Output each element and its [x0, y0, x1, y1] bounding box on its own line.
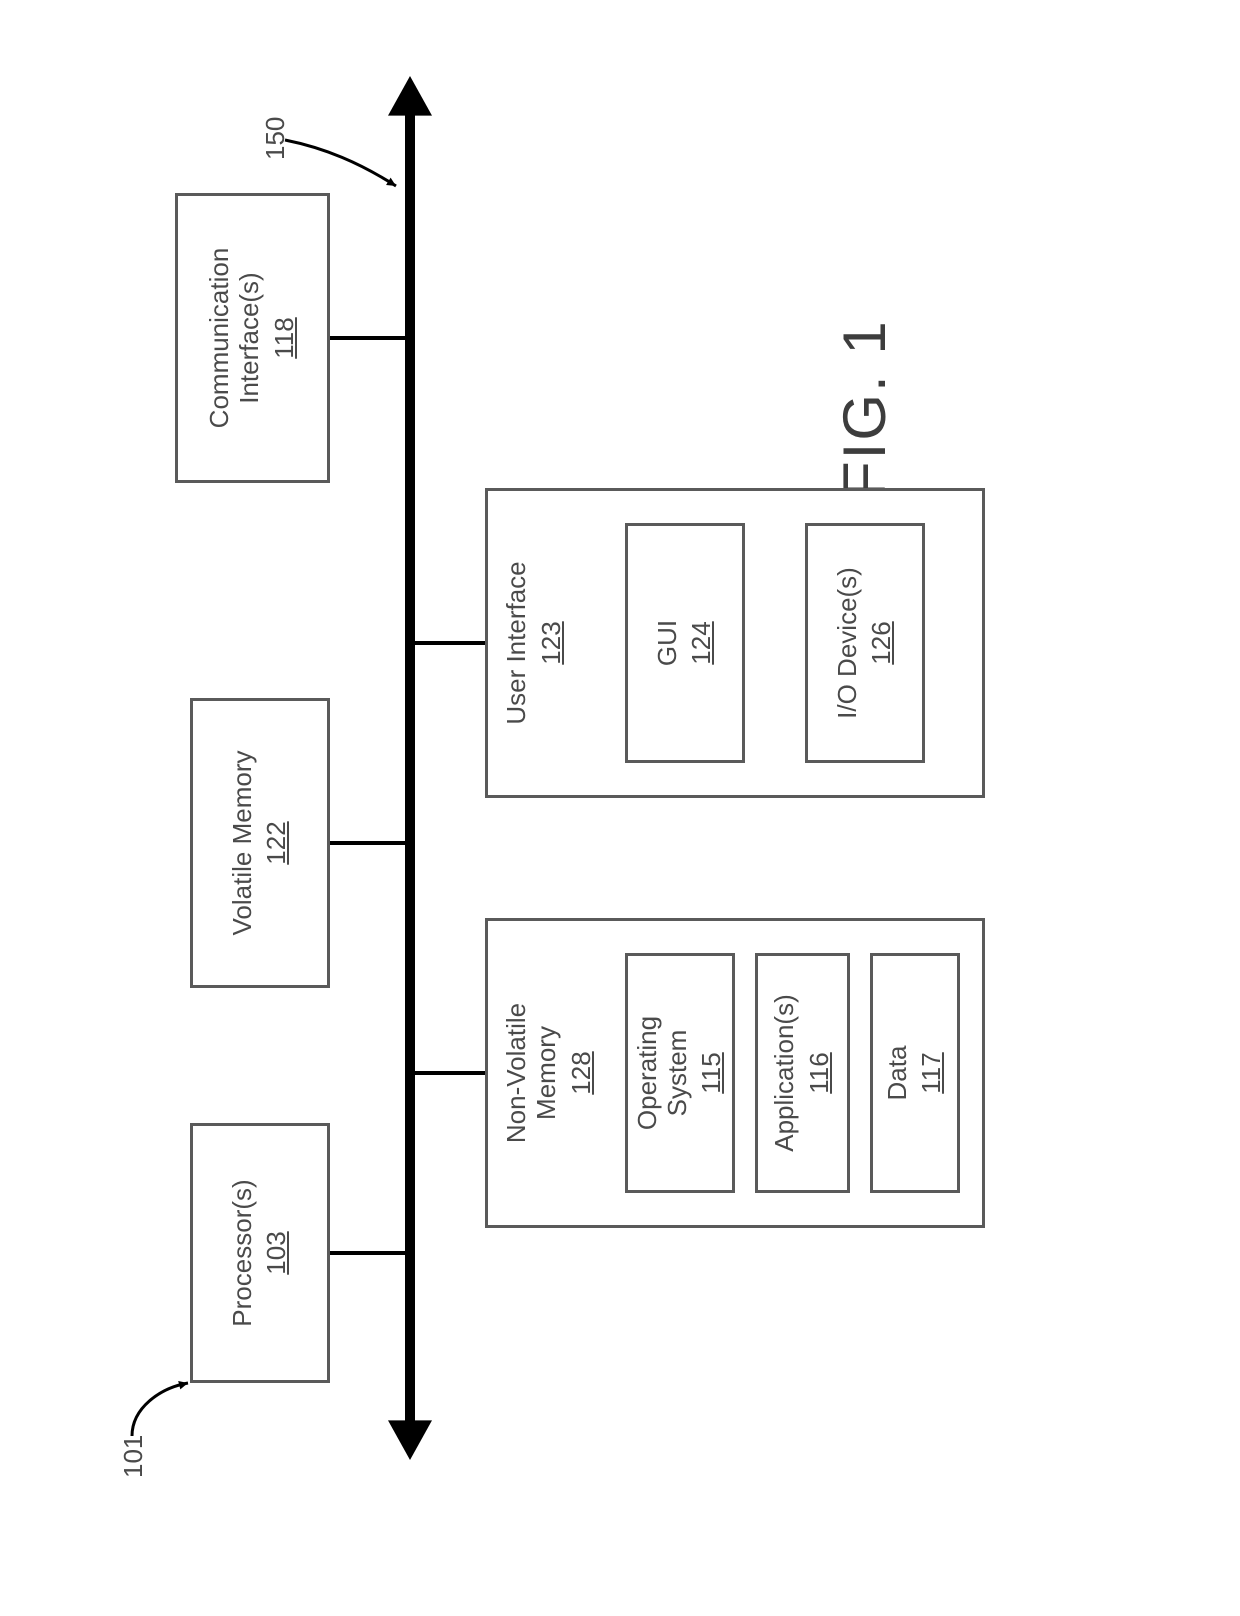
processors-ref: 103	[261, 1231, 292, 1274]
figure-caption-text: FIG. 1	[831, 319, 898, 498]
data-label: Data	[883, 1046, 913, 1101]
communication-interfaces-label: CommunicationInterface(s)	[205, 248, 265, 429]
gui-box: GUI124	[625, 523, 745, 763]
applications-label: Application(s)	[770, 994, 800, 1152]
operating-system-label: OperatingSystem	[633, 1016, 693, 1130]
gui-ref: 124	[686, 621, 717, 664]
operating-system-box: OperatingSystem115	[625, 953, 735, 1193]
system-reference-text: 101	[118, 1435, 148, 1478]
volatile-memory-ref: 122	[261, 821, 292, 864]
bus-reference-label: 150	[260, 117, 291, 160]
applications-ref: 116	[804, 1052, 835, 1093]
io-devices-ref: 126	[866, 621, 897, 664]
diagram-stage: FIG. 1 101 150 Processor(s)103 Volatile M…	[70, 58, 1170, 1558]
data-box: Data117	[870, 953, 960, 1193]
io-devices-box: I/O Device(s)126	[805, 523, 925, 763]
user-interface-label: User Interface123	[502, 499, 567, 787]
applications-box: Application(s)116	[755, 953, 850, 1193]
figure-caption: FIG. 1	[830, 319, 899, 498]
communication-interfaces-ref: 118	[269, 317, 300, 358]
non-volatile-memory-label: Non-VolatileMemory128	[502, 929, 597, 1217]
io-devices-label: I/O Device(s)	[833, 567, 863, 719]
data-ref: 117	[916, 1052, 947, 1093]
processors-box: Processor(s)103	[190, 1123, 330, 1383]
volatile-memory-label: Volatile Memory	[228, 751, 258, 936]
volatile-memory-box: Volatile Memory122	[190, 698, 330, 988]
communication-interfaces-box: CommunicationInterface(s)118	[175, 193, 330, 483]
system-reference-label: 101	[118, 1435, 149, 1478]
bus-reference-text: 150	[260, 117, 290, 160]
gui-label: GUI	[653, 620, 683, 666]
operating-system-ref: 115	[696, 1052, 727, 1093]
processors-label: Processor(s)	[228, 1179, 258, 1326]
system-bus	[405, 98, 415, 1438]
